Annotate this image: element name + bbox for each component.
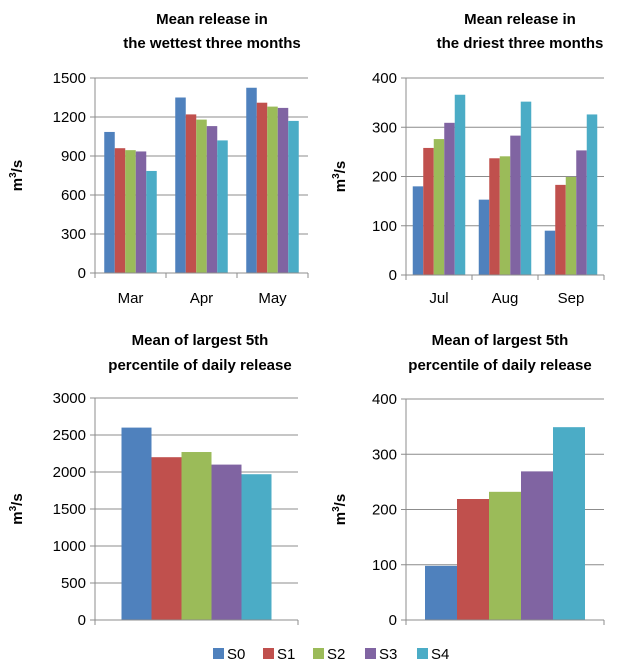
y-tick-label: 1500 <box>53 70 86 87</box>
y-tick-label: 2500 <box>53 427 86 444</box>
bar-s3 <box>211 464 242 620</box>
bar-s2 <box>196 119 207 273</box>
bar-s0 <box>544 230 556 275</box>
y-tick-label: 400 <box>372 70 397 87</box>
chart-2: Mean release in the driest three months 0 1… <box>331 11 605 307</box>
legend-swatch-s3 <box>365 648 376 659</box>
y-tick-label: 0 <box>78 265 86 282</box>
y-tick-label: 200 <box>372 169 397 186</box>
legend-label-s0: S0 <box>227 646 245 663</box>
chart-4: Mean of largest 5th percentile of daily r… <box>331 332 605 629</box>
bar-s4 <box>586 114 598 275</box>
chart-title-line: percentile of daily release <box>108 357 291 374</box>
bar-s4 <box>146 170 157 273</box>
y-tick-label: 1500 <box>53 501 86 518</box>
chart-title-line: Mean release in <box>156 11 268 28</box>
chart-title-line: Mean of largest 5th <box>432 332 569 349</box>
y-axis-label: m3/s <box>331 494 349 525</box>
bar-s4 <box>288 120 299 274</box>
y-axis-label: m3/s <box>8 160 26 191</box>
y-tick-label: 1000 <box>53 538 86 555</box>
bar-s0 <box>425 565 457 620</box>
y-tick-label: 0 <box>78 612 86 629</box>
chart-panels: Mean release in the wettest three months 0… <box>8 11 605 629</box>
bar-s1 <box>256 102 268 273</box>
legend-label-s4: S4 <box>431 646 449 663</box>
bar-s0 <box>175 97 186 273</box>
bar-s3 <box>521 471 553 620</box>
bar-s1 <box>457 499 489 620</box>
bar-s1 <box>555 184 566 275</box>
bar-s2 <box>267 106 278 273</box>
y-tick-label: 500 <box>61 575 86 592</box>
y-tick-label: 300 <box>61 226 86 243</box>
bar-s4 <box>454 94 466 276</box>
y-axis-label: m3/s <box>331 161 349 192</box>
bar-s2 <box>489 491 521 620</box>
y-axis-label: m3/s <box>8 493 26 524</box>
bar-s0 <box>104 131 115 273</box>
bar-s4 <box>241 474 272 620</box>
bar-s3 <box>135 151 147 273</box>
bar-s0 <box>412 186 424 275</box>
y-tick-label: 0 <box>389 612 397 629</box>
y-tick-label: 1200 <box>53 109 86 126</box>
y-tick-label: 900 <box>61 148 86 165</box>
chart-title-line: Mean release in <box>464 11 576 28</box>
bar-s4 <box>520 101 532 275</box>
bar-s2 <box>565 176 577 275</box>
x-tick-label: Jul <box>429 290 448 307</box>
bar-s3 <box>206 126 218 273</box>
legend-label-s3: S3 <box>379 646 397 663</box>
x-tick-label: May <box>258 290 287 307</box>
bar-s1 <box>185 114 197 274</box>
x-tick-label: Aug <box>492 290 519 307</box>
y-tick-label: 100 <box>372 557 397 574</box>
chart-3: Mean of largest 5th percentile of daily r… <box>8 332 299 629</box>
legend-swatch-s4 <box>417 648 428 659</box>
bar-s0 <box>121 427 152 620</box>
bar-s0 <box>246 87 257 273</box>
y-tick-label: 2000 <box>53 464 86 481</box>
legend: S0 S1 S2 S3 S4 <box>213 646 449 663</box>
legend-label-s1: S1 <box>277 646 295 663</box>
chart-1: Mean release in the wettest three months 0… <box>8 11 309 307</box>
bar-s3 <box>576 150 587 275</box>
y-tick-label: 3000 <box>53 390 86 407</box>
bar-s4 <box>553 427 585 620</box>
legend-swatch-s1 <box>263 648 274 659</box>
chart-title-line: the wettest three months <box>123 35 301 52</box>
bar-s2 <box>181 452 212 620</box>
y-tick-label: 400 <box>372 391 397 408</box>
bar-s3 <box>444 122 455 275</box>
chart-title-line: Mean of largest 5th <box>132 332 269 349</box>
y-tick-label: 600 <box>61 187 86 204</box>
bar-s0 <box>478 199 490 275</box>
chart-title-line: the driest three months <box>437 35 604 52</box>
legend-swatch-s0 <box>213 648 224 659</box>
chart-title-line: percentile of daily release <box>408 357 591 374</box>
y-tick-label: 200 <box>372 502 397 519</box>
y-tick-label: 0 <box>389 267 397 284</box>
x-tick-label: Mar <box>118 290 144 307</box>
bar-s2 <box>433 139 445 275</box>
y-tick-label: 100 <box>372 218 397 235</box>
bar-s3 <box>277 107 289 274</box>
x-tick-label: Sep <box>558 290 585 307</box>
bar-s3 <box>510 135 521 275</box>
bar-s2 <box>499 156 511 275</box>
legend-label-s2: S2 <box>327 646 345 663</box>
legend-swatch-s2 <box>313 648 324 659</box>
bar-s1 <box>114 148 126 273</box>
y-tick-label: 300 <box>372 446 397 463</box>
bar-s1 <box>423 147 434 275</box>
x-tick-label: Apr <box>190 290 213 307</box>
bar-s1 <box>151 457 182 620</box>
bar-s2 <box>125 150 136 273</box>
y-tick-label: 300 <box>372 119 397 136</box>
bar-s4 <box>217 140 228 273</box>
bar-s1 <box>489 158 500 275</box>
